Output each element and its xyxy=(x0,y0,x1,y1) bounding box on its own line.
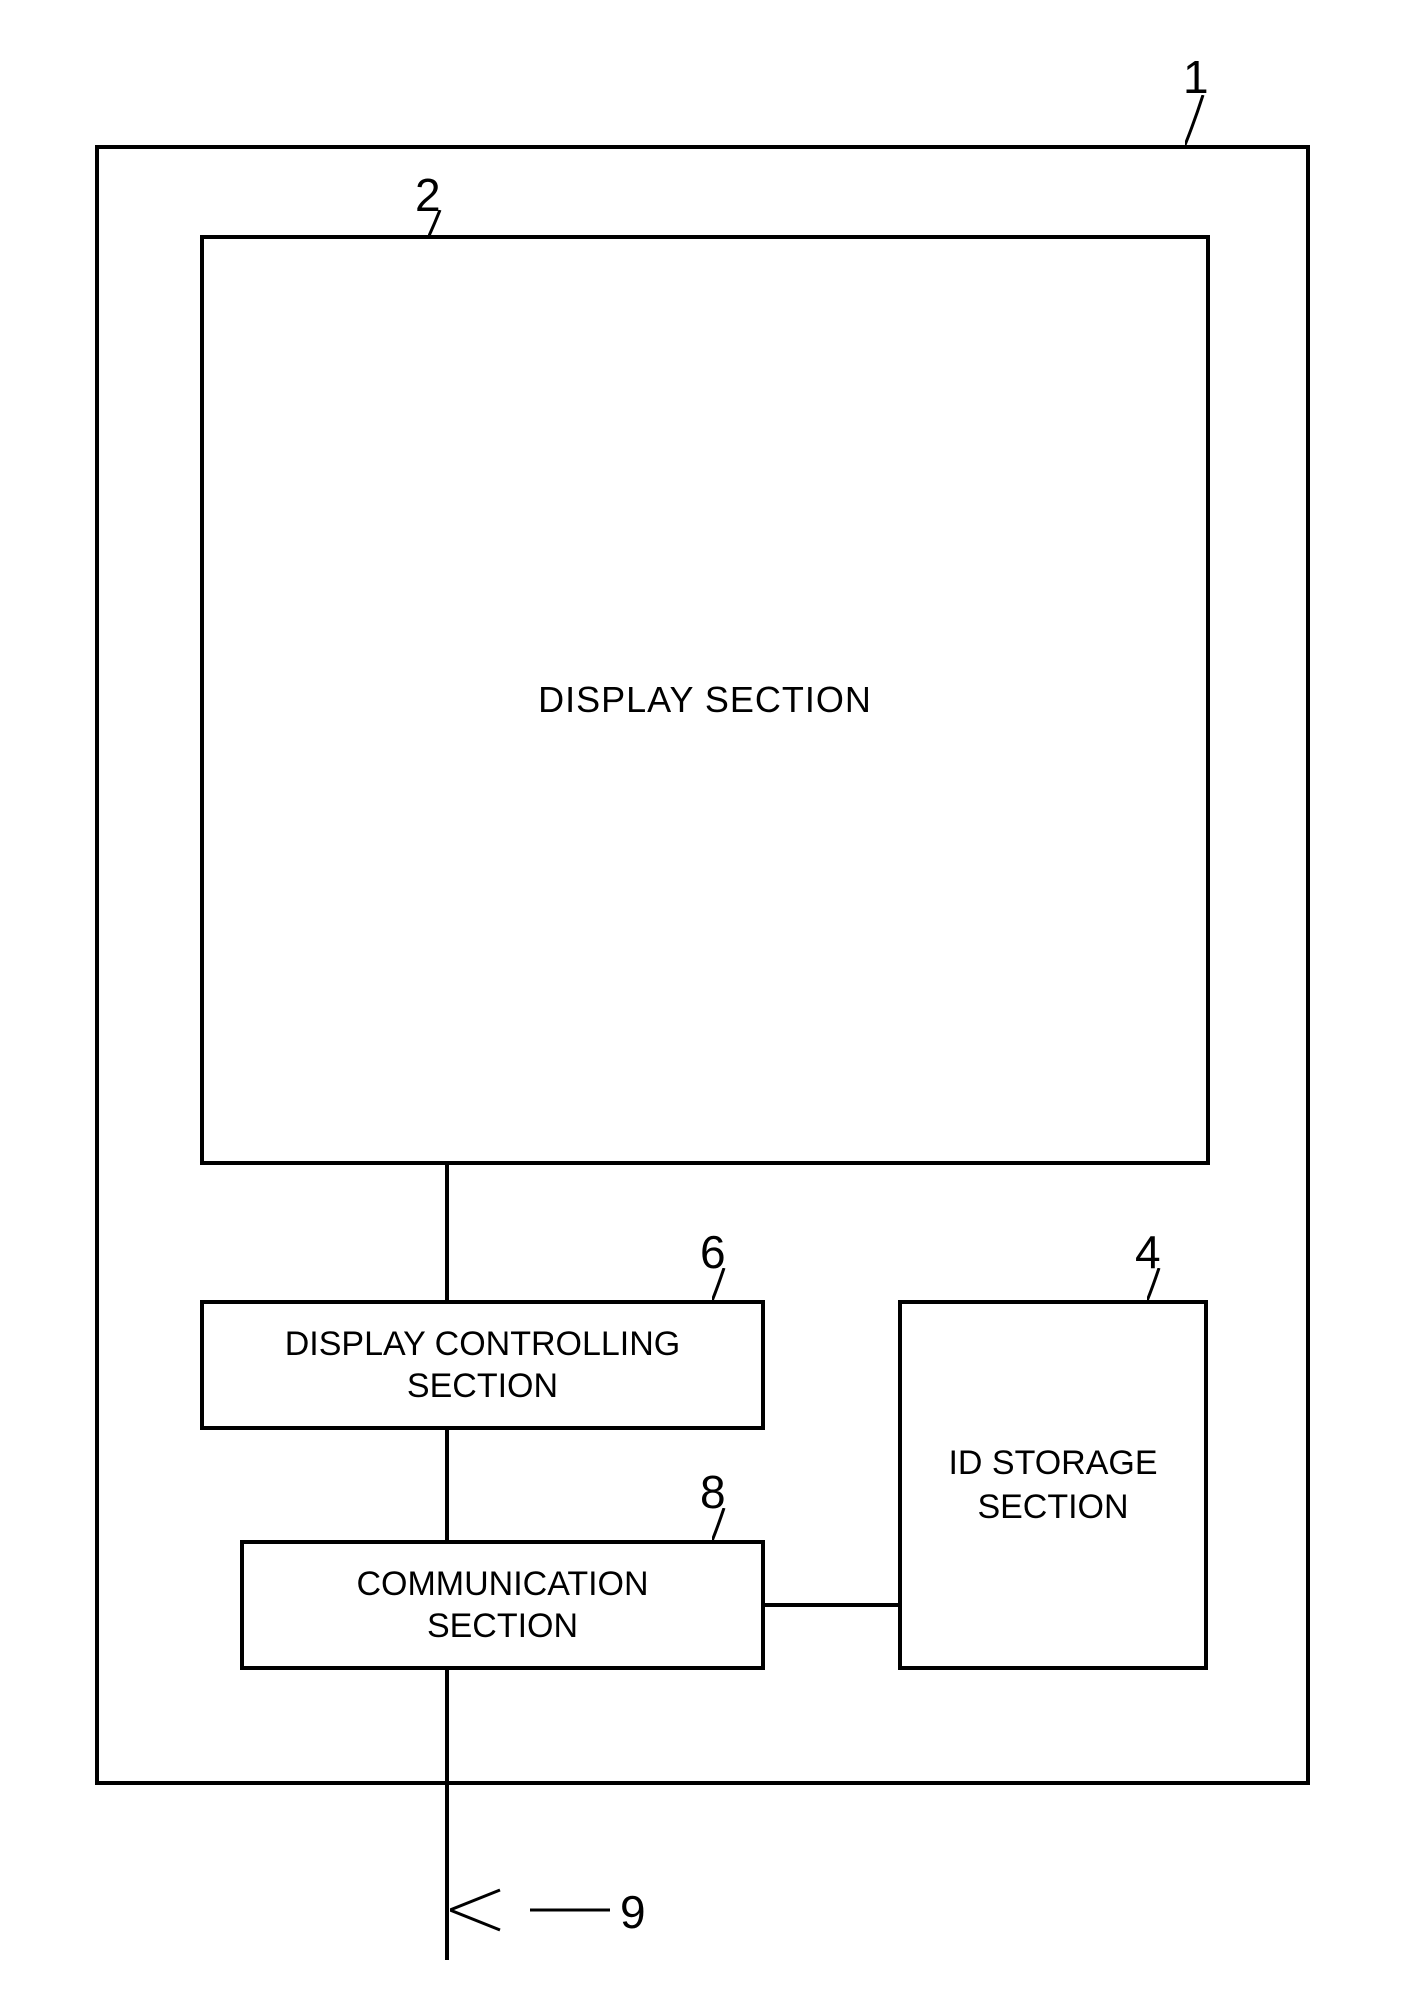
display-controlling-label: DISPLAY CONTROLLING SECTION xyxy=(285,1323,681,1408)
ref-label-9: 9 xyxy=(620,1885,646,1939)
display-section-box: DISPLAY SECTION xyxy=(200,235,1210,1165)
communication-label: COMMUNICATION SECTION xyxy=(356,1563,648,1648)
leader-9 xyxy=(450,1885,615,1935)
connector-comm-down xyxy=(445,1670,449,1960)
leader-6 xyxy=(712,1268,742,1303)
communication-box: COMMUNICATION SECTION xyxy=(240,1540,765,1670)
leader-4 xyxy=(1147,1268,1177,1303)
leader-2 xyxy=(428,210,458,240)
display-section-label: DISPLAY SECTION xyxy=(538,679,872,721)
leader-1 xyxy=(1185,95,1245,150)
display-controlling-box: DISPLAY CONTROLLING SECTION xyxy=(200,1300,765,1430)
id-storage-box: ID STORAGE SECTION xyxy=(898,1300,1208,1670)
id-storage-label: ID STORAGE SECTION xyxy=(948,1441,1157,1529)
connector-display-to-ctrl xyxy=(445,1165,449,1300)
leader-8 xyxy=(712,1508,742,1543)
connector-ctrl-to-comm xyxy=(445,1430,449,1540)
connector-comm-to-storage xyxy=(765,1603,898,1607)
